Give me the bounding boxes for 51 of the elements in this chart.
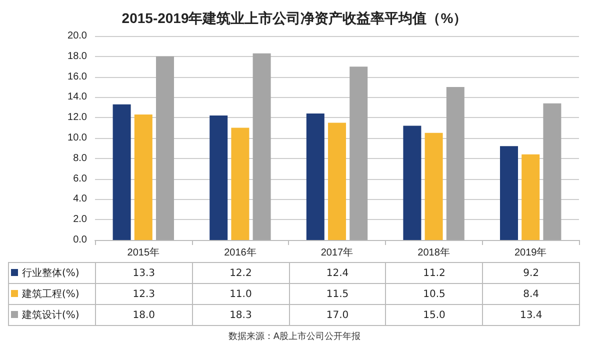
bar <box>350 66 368 240</box>
y-tick-label: 4.0 <box>73 194 88 205</box>
data-label: 8.4 <box>482 284 580 304</box>
x-tick-label: 2017年 <box>320 246 354 258</box>
data-label: 18.0 <box>96 304 192 326</box>
data-label: 17.0 <box>289 304 386 326</box>
bar <box>112 104 131 240</box>
data-label: 11.0 <box>192 284 290 304</box>
data-label: 9.2 <box>482 262 580 284</box>
data-label: 18.3 <box>192 304 290 326</box>
y-tick-label: 18.0 <box>68 50 88 62</box>
bar <box>156 56 174 240</box>
data-label: 11.5 <box>289 284 386 304</box>
data-label: 15.0 <box>386 304 483 326</box>
data-label: 13.3 <box>96 262 192 284</box>
bar <box>306 114 324 240</box>
bar <box>446 87 464 240</box>
x-tick-label: 2016年 <box>224 246 256 258</box>
legend-label: 行业整体(%) <box>8 262 96 284</box>
bar <box>543 103 562 240</box>
bar <box>134 114 152 240</box>
chart-title: 2015-2019年建筑业上市公司净资产收益率平均值（%） <box>122 10 468 26</box>
data-label: 12.2 <box>192 262 290 284</box>
bar <box>252 53 271 240</box>
y-tick-label: 0.0 <box>73 234 88 246</box>
data-label: 12.4 <box>289 262 386 284</box>
bar <box>328 122 346 240</box>
y-tick-label: 14.0 <box>68 92 88 103</box>
data-label: 12.3 <box>96 284 192 304</box>
data-label: 10.5 <box>386 284 483 304</box>
bar <box>403 126 422 240</box>
x-tick-label: 2018年 <box>418 246 450 258</box>
bar <box>522 154 540 240</box>
y-tick-label: 12.0 <box>68 112 88 124</box>
legend-label: 建筑设计(%) <box>8 304 96 326</box>
source-note: 数据来源：A股上市公司公开年报 <box>227 330 362 343</box>
legend-label: 建筑工程(%) <box>8 284 96 304</box>
y-tick-label: 10.0 <box>68 132 88 144</box>
y-tick-label: 6.0 <box>73 173 88 184</box>
bar <box>210 116 228 240</box>
data-label: 13.4 <box>482 304 580 326</box>
y-tick-label: 20.0 <box>68 30 88 42</box>
y-tick-label: 8.0 <box>73 152 88 164</box>
bar <box>500 146 518 240</box>
bar <box>424 132 443 240</box>
data-label: 11.2 <box>386 262 483 284</box>
bar <box>231 128 250 240</box>
y-tick-label: 16.0 <box>68 71 88 82</box>
x-tick-label: 2015年 <box>127 246 160 258</box>
y-tick-label: 2.0 <box>73 214 88 226</box>
x-tick-label: 2019年 <box>514 246 547 258</box>
